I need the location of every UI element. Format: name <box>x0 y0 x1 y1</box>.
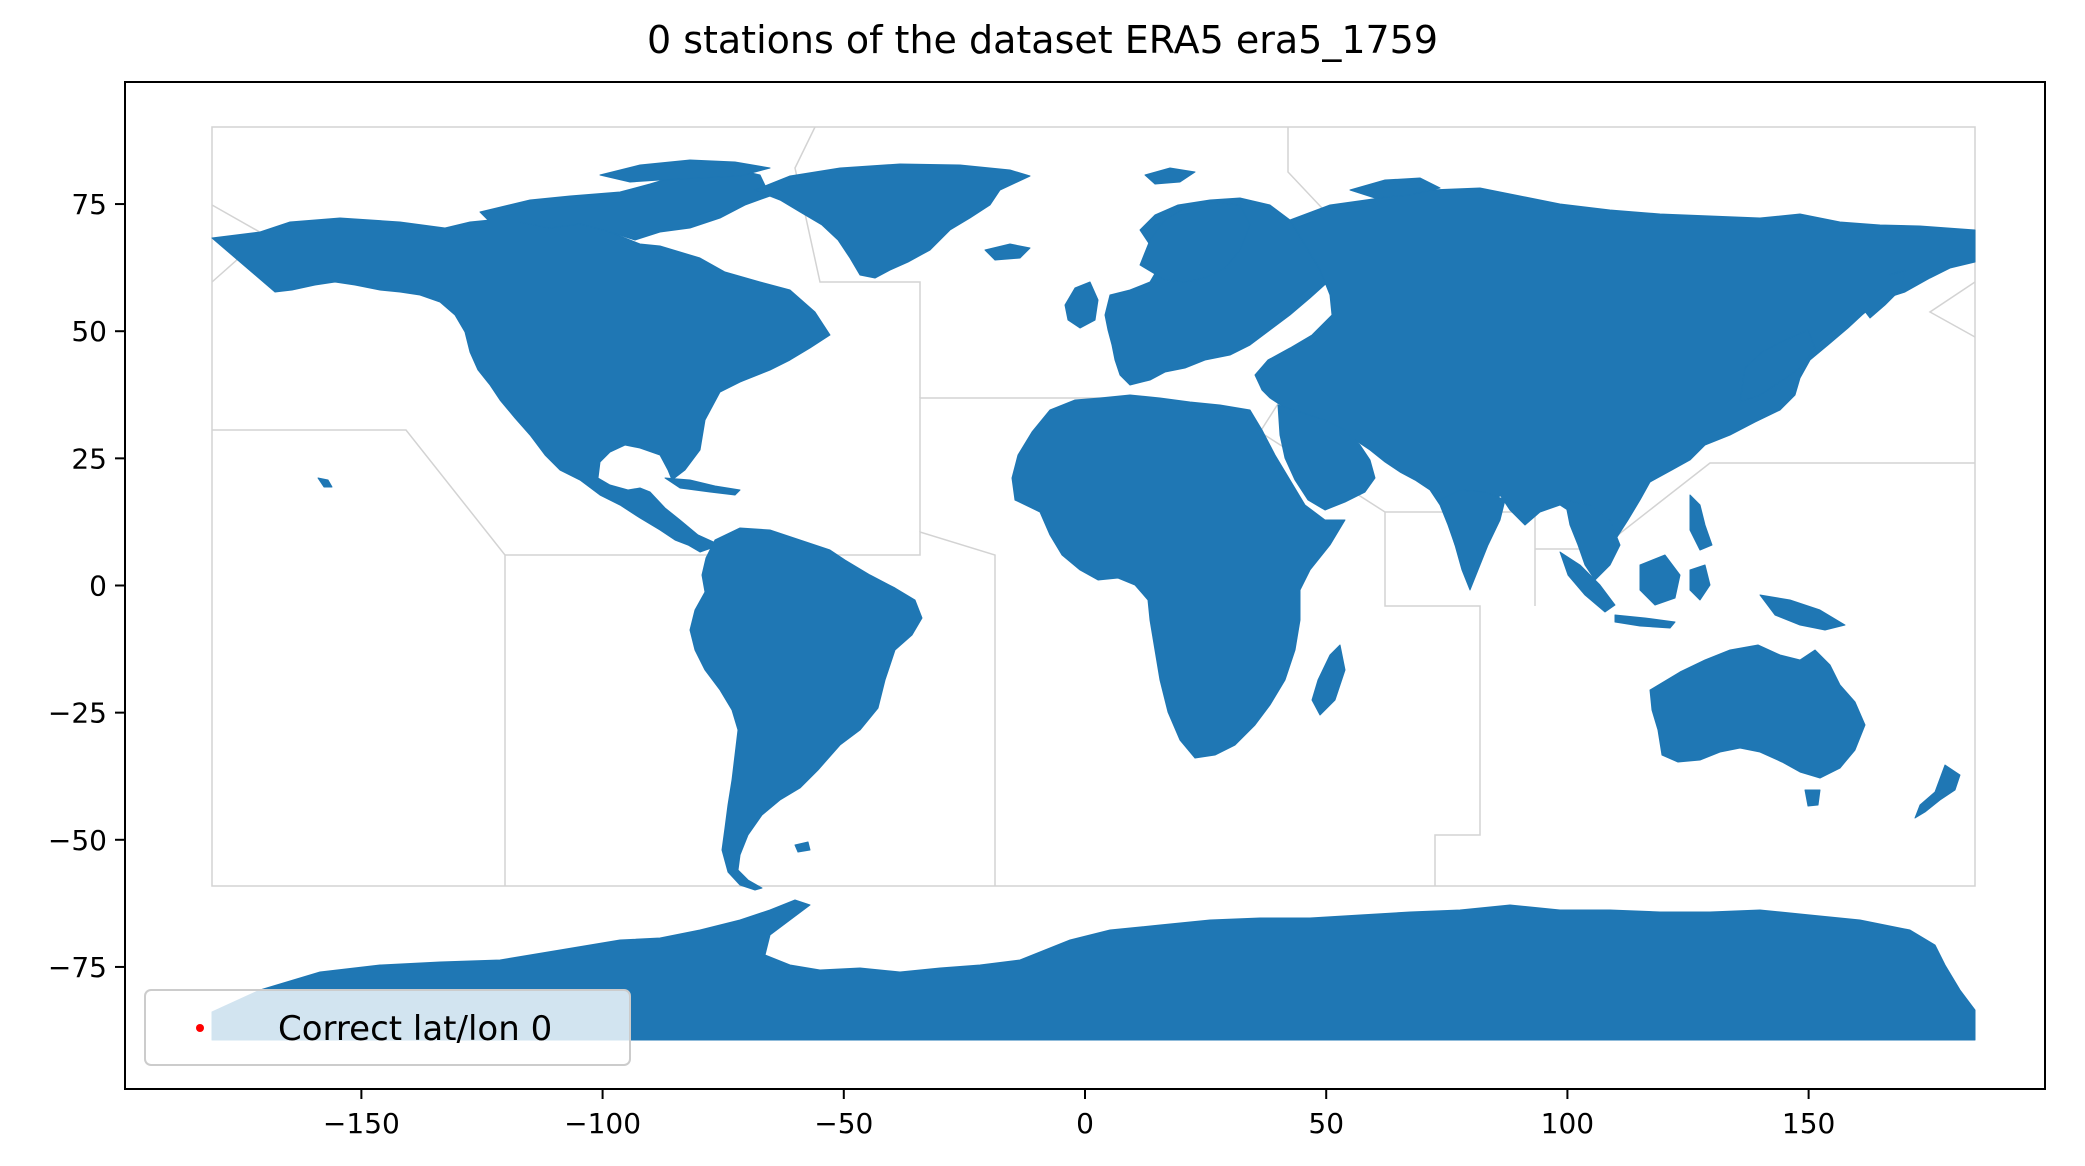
land-sumatra <box>1559 551 1616 613</box>
land-north-america <box>211 217 831 553</box>
boundary-east-edge <box>1928 281 1976 338</box>
land-australia <box>1649 644 1866 779</box>
land-svalbard <box>1144 167 1196 185</box>
land-falklands <box>794 841 811 853</box>
x-tick-label: 0 <box>1076 1107 1094 1140</box>
land-scandinavia <box>1139 201 1251 283</box>
legend-entry-label: Correct lat/lon 0 <box>278 1009 552 1049</box>
x-tick-label: 150 <box>1782 1107 1835 1140</box>
map-layer <box>211 126 1976 1041</box>
land-greenland <box>754 163 1031 279</box>
land-japan <box>1739 329 1816 403</box>
x-tick-label: −100 <box>564 1107 641 1140</box>
legend: Correct lat/lon 0 <box>144 989 631 1066</box>
y-tick-label: 75 <box>71 188 107 221</box>
land-madagascar <box>1311 644 1346 716</box>
land-asia <box>1254 187 1976 561</box>
land-arabia <box>1277 404 1376 511</box>
region-outer-box <box>211 126 1976 887</box>
y-tick-label: 50 <box>71 315 107 348</box>
boundary-pacific <box>212 429 506 886</box>
land-hawaii <box>317 477 333 488</box>
land-java <box>1614 614 1676 629</box>
x-tick-label: 100 <box>1541 1107 1594 1140</box>
y-tick-label: 0 <box>89 570 107 603</box>
land-antarctica <box>211 899 1976 1041</box>
land-india <box>1439 489 1506 591</box>
land-new-zealand <box>1914 764 1961 819</box>
y-axis-ticks: 75 50 25 0 −25 −50 −75 <box>48 188 125 984</box>
land-sakhalin-kamchatka <box>1859 269 1906 319</box>
x-tick-label: 50 <box>1308 1107 1344 1140</box>
x-axis-ticks: −150 −100 −50 0 50 100 150 <box>323 1089 1835 1140</box>
land-arctic-archipelago <box>479 167 771 241</box>
legend-marker <box>196 1024 204 1032</box>
land-south-america <box>689 527 923 891</box>
land-caribbean <box>664 477 741 496</box>
legend-box <box>144 989 631 1066</box>
chart-title: 0 stations of the dataset ERA5 era5_1759 <box>646 18 1439 62</box>
land-philippines <box>1689 494 1713 551</box>
x-tick-label: −150 <box>323 1107 400 1140</box>
x-tick-label: −50 <box>814 1107 873 1140</box>
y-tick-label: 25 <box>71 442 107 475</box>
boundary-asia-pacific <box>1535 462 1975 550</box>
land-british-isles <box>1064 281 1099 329</box>
land-southeast-asia <box>1564 499 1621 581</box>
land-borneo <box>1639 554 1681 606</box>
land-iceland <box>984 243 1031 261</box>
boundary-arctic-west <box>794 126 921 398</box>
y-tick-label: −25 <box>48 697 107 730</box>
land-sulawesi <box>1689 564 1711 601</box>
land-masses <box>211 159 1976 1041</box>
land-africa <box>1011 394 1346 759</box>
land-ellesmere <box>599 159 771 183</box>
land-new-guinea <box>1759 594 1846 631</box>
land-tasmania <box>1804 789 1821 807</box>
y-tick-label: −75 <box>48 951 107 984</box>
land-siberian-islands <box>1349 177 1441 199</box>
y-tick-label: −50 <box>48 824 107 857</box>
